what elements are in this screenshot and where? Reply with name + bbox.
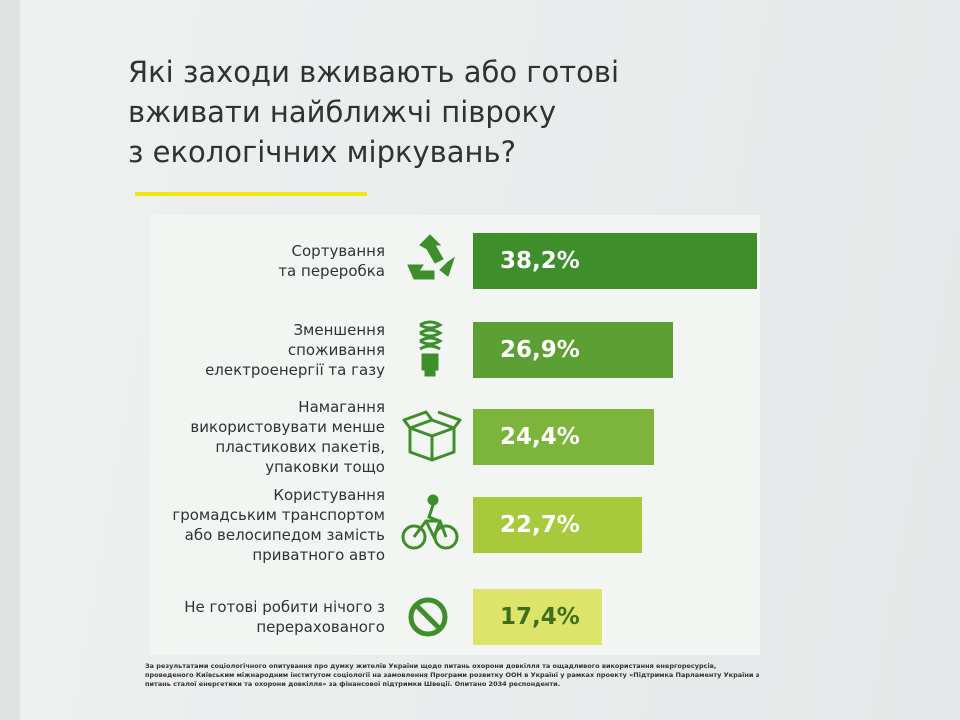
title-underline — [135, 192, 367, 196]
category-label: Намагання використовувати менше пластико… — [190, 398, 385, 476]
bulb-icon — [419, 320, 443, 377]
value-label: 17,4% — [500, 604, 580, 630]
category-label: Користування громадським транспортом або… — [172, 486, 385, 564]
recycle-icon — [407, 234, 455, 280]
value-label: 22,7% — [500, 512, 580, 538]
bar — [473, 589, 603, 645]
bar — [473, 233, 757, 289]
bar — [473, 409, 655, 465]
category-label: Не готові робити нічого з перерахованого — [184, 598, 385, 636]
category-label: Зменшення споживання електроенергії та г… — [205, 321, 385, 379]
value-label: 24,4% — [500, 424, 580, 450]
chart-title: Які заходи вживають або готові вживати н… — [128, 55, 620, 169]
box-icon — [402, 410, 462, 462]
bar — [473, 497, 642, 553]
value-label: 38,2% — [500, 248, 580, 274]
bar — [473, 322, 673, 378]
no-icon — [408, 597, 448, 637]
footnote: За результатами соціологічного опитуванн… — [145, 662, 760, 688]
category-label: Сортування та переробка — [278, 242, 385, 280]
value-label: 26,9% — [500, 337, 580, 363]
bicycle-icon — [401, 494, 459, 550]
